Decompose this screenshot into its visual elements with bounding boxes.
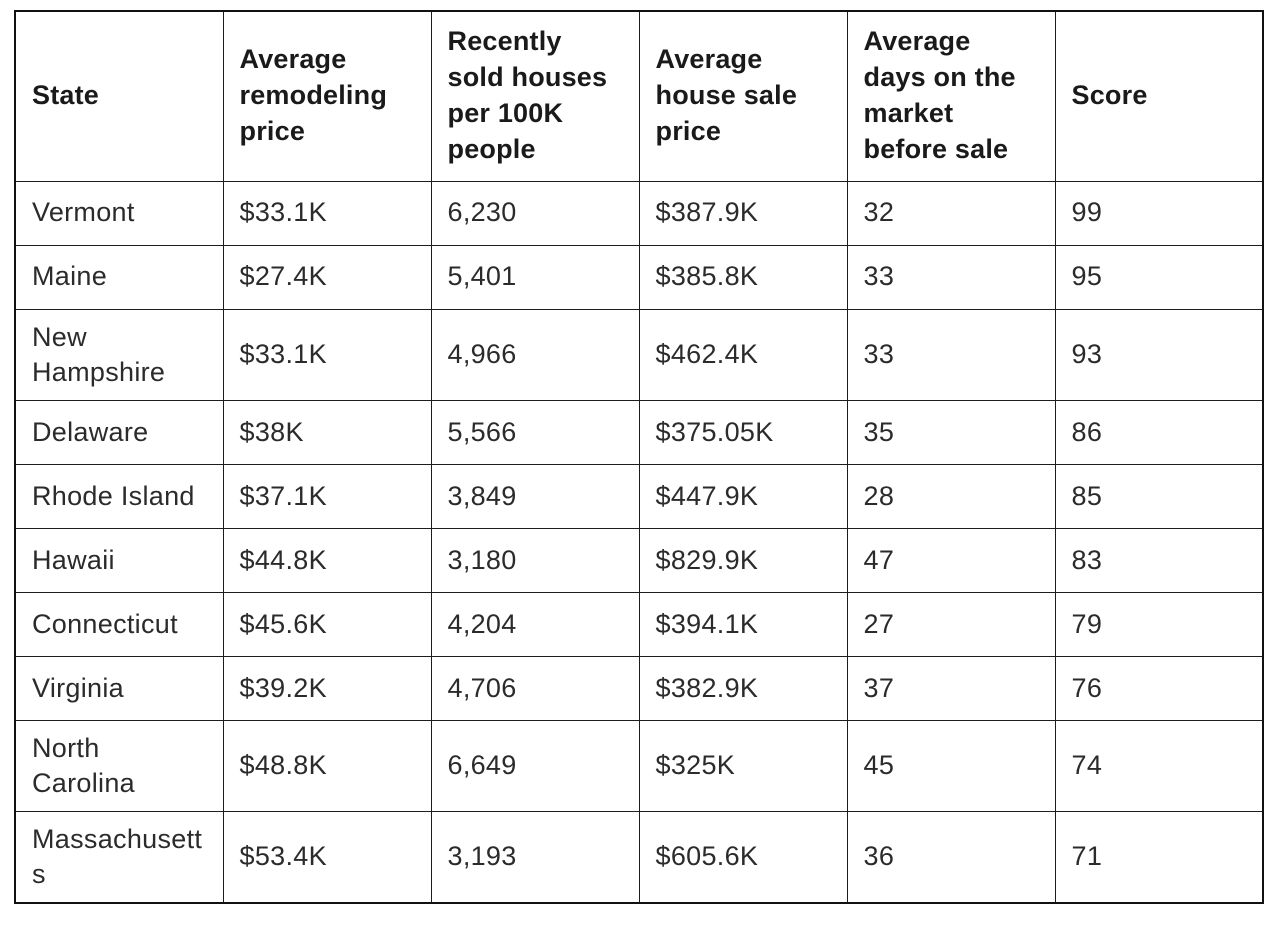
states-remodeling-table: State Average remodeling price Recently … xyxy=(14,10,1264,905)
avg-house-sale-price-cell: $829.9K xyxy=(638,527,848,593)
score-cell: 71 xyxy=(1054,810,1264,904)
recently-sold-per-100k-cell: 3,849 xyxy=(430,463,640,529)
avg-days-on-market-cell: 35 xyxy=(846,399,1056,465)
table-row: Virginia $39.2K 4,706 $382.9K 37 76 xyxy=(14,655,1264,721)
table-row: New Hampshire $33.1K 4,966 $462.4K 33 93 xyxy=(14,308,1264,401)
score-cell: 76 xyxy=(1054,655,1264,721)
table-row: Massachusetts $53.4K 3,193 $605.6K 36 71 xyxy=(14,810,1264,904)
recently-sold-per-100k-cell: 4,966 xyxy=(430,308,640,401)
table-row: Rhode Island $37.1K 3,849 $447.9K 28 85 xyxy=(14,463,1264,529)
recently-sold-per-100k-cell: 3,180 xyxy=(430,527,640,593)
state-cell: Virginia xyxy=(14,655,224,721)
recently-sold-per-100k-cell: 5,566 xyxy=(430,399,640,465)
score-cell: 95 xyxy=(1054,244,1264,310)
avg-house-sale-price-cell: $462.4K xyxy=(638,308,848,401)
avg-house-sale-price-cell: $447.9K xyxy=(638,463,848,529)
avg-house-sale-price-cell: $325K xyxy=(638,719,848,812)
table-row: Hawaii $44.8K 3,180 $829.9K 47 83 xyxy=(14,527,1264,593)
recently-sold-per-100k-cell: 4,706 xyxy=(430,655,640,721)
avg-house-sale-price-cell: $387.9K xyxy=(638,180,848,246)
score-cell: 85 xyxy=(1054,463,1264,529)
avg-days-on-market-cell: 47 xyxy=(846,527,1056,593)
score-cell: 79 xyxy=(1054,591,1264,657)
avg-remodeling-price-cell: $33.1K xyxy=(222,308,432,401)
header-avg-house-sale-price: Average house sale price xyxy=(638,10,848,182)
table-row: Connecticut $45.6K 4,204 $394.1K 27 79 xyxy=(14,591,1264,657)
table-row: Vermont $33.1K 6,230 $387.9K 32 99 xyxy=(14,180,1264,246)
table-row: Delaware $38K 5,566 $375.05K 35 86 xyxy=(14,399,1264,465)
avg-remodeling-price-cell: $45.6K xyxy=(222,591,432,657)
header-avg-remodeling-price: Average remodeling price xyxy=(222,10,432,182)
table-row: Maine $27.4K 5,401 $385.8K 33 95 xyxy=(14,244,1264,310)
avg-house-sale-price-cell: $605.6K xyxy=(638,810,848,904)
avg-days-on-market-cell: 37 xyxy=(846,655,1056,721)
avg-days-on-market-cell: 33 xyxy=(846,308,1056,401)
avg-remodeling-price-cell: $27.4K xyxy=(222,244,432,310)
state-cell: Maine xyxy=(14,244,224,310)
score-cell: 74 xyxy=(1054,719,1264,812)
table-header: State Average remodeling price Recently … xyxy=(14,10,1264,182)
recently-sold-per-100k-cell: 3,193 xyxy=(430,810,640,904)
header-recently-sold-per-100k: Recently sold houses per 100K people xyxy=(430,10,640,182)
recently-sold-per-100k-cell: 6,230 xyxy=(430,180,640,246)
state-cell: North Carolina xyxy=(14,719,224,812)
avg-house-sale-price-cell: $394.1K xyxy=(638,591,848,657)
avg-days-on-market-cell: 28 xyxy=(846,463,1056,529)
avg-house-sale-price-cell: $385.8K xyxy=(638,244,848,310)
table-row: North Carolina $48.8K 6,649 $325K 45 74 xyxy=(14,719,1264,812)
header-avg-days-on-market: Average days on the market before sale xyxy=(846,10,1056,182)
avg-days-on-market-cell: 32 xyxy=(846,180,1056,246)
avg-remodeling-price-cell: $48.8K xyxy=(222,719,432,812)
avg-remodeling-price-cell: $37.1K xyxy=(222,463,432,529)
avg-remodeling-price-cell: $44.8K xyxy=(222,527,432,593)
header-state: State xyxy=(14,10,224,182)
state-cell: Delaware xyxy=(14,399,224,465)
avg-days-on-market-cell: 36 xyxy=(846,810,1056,904)
score-cell: 86 xyxy=(1054,399,1264,465)
recently-sold-per-100k-cell: 6,649 xyxy=(430,719,640,812)
score-cell: 99 xyxy=(1054,180,1264,246)
avg-days-on-market-cell: 27 xyxy=(846,591,1056,657)
avg-house-sale-price-cell: $382.9K xyxy=(638,655,848,721)
recently-sold-per-100k-cell: 5,401 xyxy=(430,244,640,310)
avg-days-on-market-cell: 33 xyxy=(846,244,1056,310)
avg-house-sale-price-cell: $375.05K xyxy=(638,399,848,465)
state-cell: New Hampshire xyxy=(14,308,224,401)
avg-remodeling-price-cell: $39.2K xyxy=(222,655,432,721)
avg-remodeling-price-cell: $38K xyxy=(222,399,432,465)
recently-sold-per-100k-cell: 4,204 xyxy=(430,591,640,657)
score-cell: 83 xyxy=(1054,527,1264,593)
header-row: State Average remodeling price Recently … xyxy=(14,10,1264,182)
avg-remodeling-price-cell: $53.4K xyxy=(222,810,432,904)
avg-remodeling-price-cell: $33.1K xyxy=(222,180,432,246)
state-cell: Massachusetts xyxy=(14,810,224,904)
avg-days-on-market-cell: 45 xyxy=(846,719,1056,812)
header-score: Score xyxy=(1054,10,1264,182)
state-cell: Rhode Island xyxy=(14,463,224,529)
state-cell: Vermont xyxy=(14,180,224,246)
state-cell: Hawaii xyxy=(14,527,224,593)
score-cell: 93 xyxy=(1054,308,1264,401)
state-cell: Connecticut xyxy=(14,591,224,657)
table-body: Vermont $33.1K 6,230 $387.9K 32 99 Maine $27.4K… xyxy=(14,180,1264,904)
